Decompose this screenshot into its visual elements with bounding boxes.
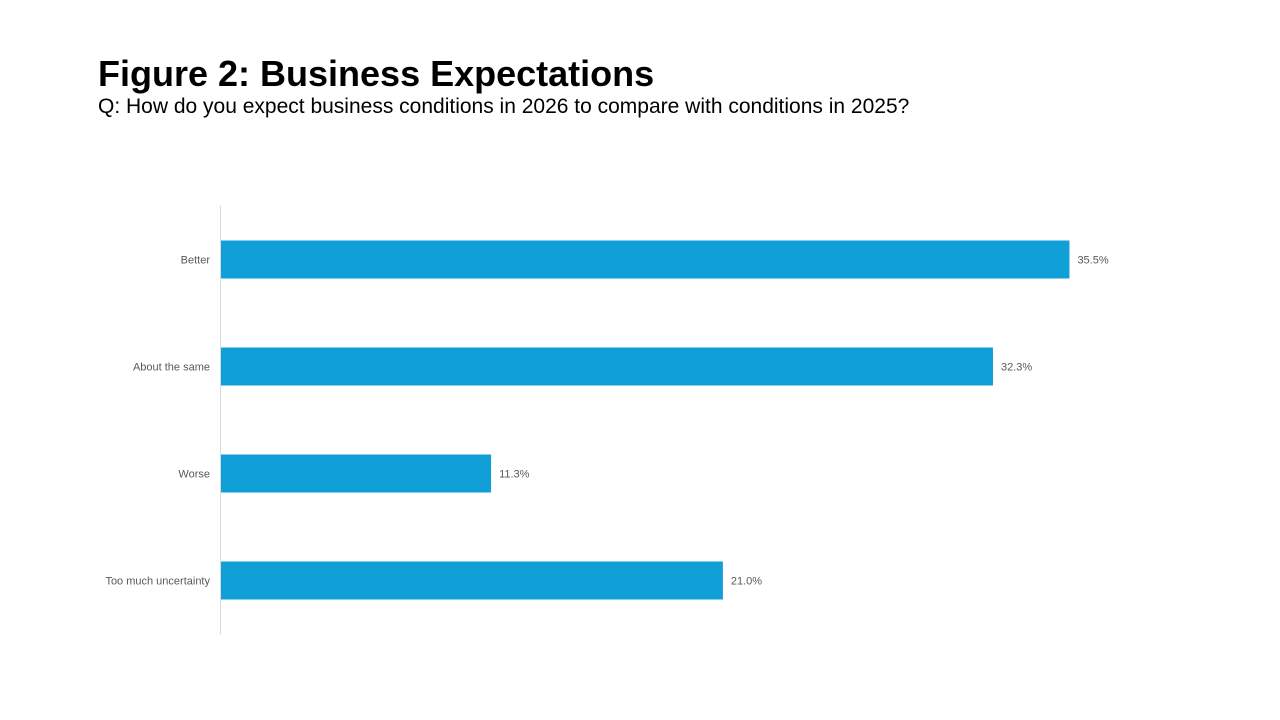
category-label-about-the-same: About the same xyxy=(133,362,210,374)
category-label-worse: Worse xyxy=(178,469,210,481)
value-label-better: 35.5% xyxy=(1077,255,1108,267)
category-label-too-much-uncertainty: Too much uncertainty xyxy=(105,576,210,588)
value-label-about-the-same: 32.3% xyxy=(1001,362,1032,374)
bar-worse xyxy=(221,454,492,493)
bar-better xyxy=(221,240,1070,279)
value-label-worse: 11.3% xyxy=(499,469,530,481)
bars-group xyxy=(221,240,1070,600)
labels-group: Better 35.5% About the same 32.3% Worse 11.3%… xyxy=(105,255,1108,588)
chart-title: Figure 2: Business Expectations xyxy=(98,53,655,94)
category-label-better: Better xyxy=(181,255,211,267)
chart-subtitle: Q: How do you expect business conditions… xyxy=(98,95,910,118)
value-label-too-much-uncertainty: 21.0% xyxy=(731,576,762,588)
bar-about-the-same xyxy=(221,347,993,386)
bar-too-much-uncertainty xyxy=(221,561,723,600)
